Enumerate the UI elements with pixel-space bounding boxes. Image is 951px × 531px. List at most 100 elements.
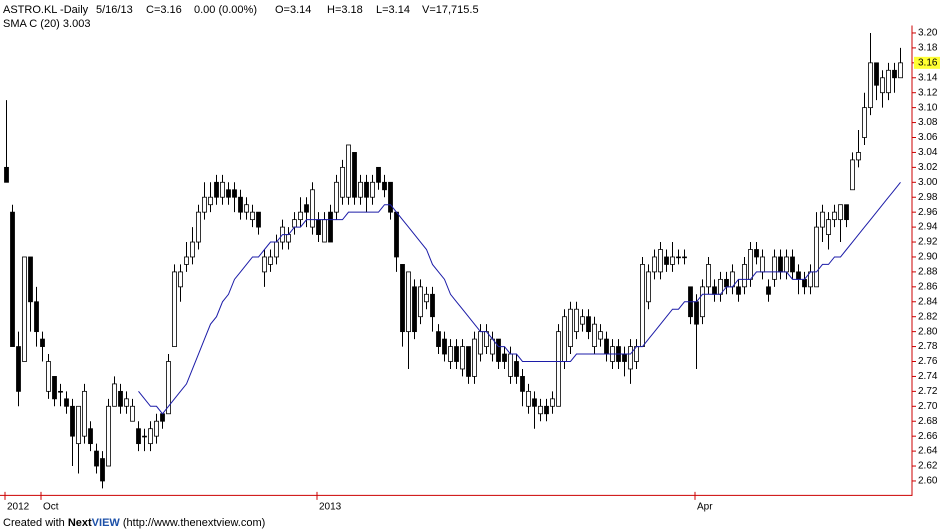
y-tick-label: 3.08: [918, 117, 938, 128]
candle-body: [172, 271, 177, 347]
candle-body: [412, 286, 417, 333]
y-tick-label: 2.62: [918, 461, 938, 472]
candle-body: [454, 346, 459, 362]
candle-body: [892, 69, 897, 79]
last-price-label: 3.16: [918, 57, 938, 68]
y-tick-label: 3.14: [918, 72, 938, 83]
candle-body: [592, 323, 597, 347]
y-tick-label: 2.64: [918, 446, 938, 457]
y-tick-label: 2.82: [918, 311, 938, 322]
candle-body: [118, 390, 123, 407]
candle-body: [574, 308, 579, 333]
footer-brand-a: Next: [68, 517, 92, 529]
candle-body: [844, 204, 849, 221]
candle-body: [736, 286, 741, 295]
candle-body: [220, 181, 225, 198]
y-tick-label: 3.20: [918, 28, 938, 39]
y-tick-label: 2.84: [918, 296, 938, 307]
candle-body: [190, 241, 195, 258]
candle-body: [868, 62, 873, 109]
y-tick-label: 2.76: [918, 356, 938, 367]
candle-body: [10, 211, 15, 347]
candle-body: [646, 271, 651, 303]
candle-body: [388, 181, 393, 213]
candle-body: [622, 353, 627, 362]
candle-body: [886, 69, 891, 94]
candle-body: [814, 226, 819, 288]
candle-body: [274, 241, 279, 258]
candle-body: [820, 211, 825, 228]
candle-body: [40, 338, 45, 347]
candle-body: [124, 398, 129, 407]
candle-body: [418, 286, 423, 318]
candle-body: [4, 166, 9, 183]
header-date: 5/16/13: [96, 4, 133, 16]
plot-area: [4, 32, 903, 489]
candle-body: [178, 271, 183, 288]
y-tick-label: 2.68: [918, 416, 938, 427]
header-volume: V=17,715.5: [422, 4, 479, 16]
candle-body: [898, 62, 903, 79]
candle-body: [790, 256, 795, 273]
y-tick-label: 3.06: [918, 132, 938, 143]
candle-body: [100, 458, 105, 482]
candle-body: [754, 249, 759, 258]
candle-body: [562, 316, 567, 362]
candle-body: [76, 405, 81, 445]
candle-body: [334, 181, 339, 213]
y-tick-label: 2.60: [918, 476, 938, 487]
candle-body: [544, 405, 549, 415]
candle-body: [196, 211, 201, 243]
y-tick-label: 3.04: [918, 147, 938, 158]
y-tick-label: 3.12: [918, 87, 938, 98]
candle-body: [640, 264, 645, 347]
candle-body: [520, 376, 525, 392]
candle-body: [838, 204, 843, 221]
y-tick-label: 2.94: [918, 222, 938, 233]
candle-body: [394, 211, 399, 258]
candle-body: [580, 316, 585, 325]
candle-body: [478, 331, 483, 355]
x-tick-label: 2013: [319, 502, 342, 513]
candle-body: [862, 107, 867, 138]
candle-body: [466, 346, 471, 377]
candle-body: [880, 77, 885, 94]
candle-body: [748, 249, 753, 280]
candle-body: [130, 405, 135, 422]
candle-body: [874, 62, 879, 86]
candle-body: [370, 181, 375, 198]
candle-body: [802, 278, 807, 288]
candle-body: [250, 211, 255, 221]
candle-body: [442, 338, 447, 355]
y-tick-label: 2.66: [918, 431, 938, 442]
candle-body: [694, 301, 699, 325]
candle-body: [724, 278, 729, 288]
candle-body: [712, 286, 717, 295]
candle-body: [526, 390, 531, 407]
candle-body: [538, 405, 543, 415]
y-tick-label: 3.18: [918, 43, 938, 54]
candle-body: [784, 256, 789, 273]
candle-body: [346, 144, 351, 198]
x-tick-label: Oct: [43, 502, 59, 513]
candle-body: [64, 398, 69, 407]
candle-body: [262, 256, 267, 273]
candle-body: [268, 256, 273, 265]
candle-body: [160, 413, 165, 422]
y-tick-label: 2.72: [918, 386, 938, 397]
y-tick-label: 2.70: [918, 401, 938, 412]
candle-body: [292, 219, 297, 228]
candle-body: [832, 211, 837, 221]
y-tick-label: 2.86: [918, 281, 938, 292]
candle-body: [22, 256, 27, 362]
x-tick-label: 2012: [7, 502, 30, 513]
y-tick-label: 3.02: [918, 162, 938, 173]
candle-body: [148, 428, 153, 445]
y-tick-label: 3.00: [918, 177, 938, 188]
candle-body: [154, 420, 159, 437]
candle-body: [514, 361, 519, 377]
candle-body: [496, 338, 501, 362]
candle-body: [568, 308, 573, 347]
candle-body: [322, 219, 327, 243]
